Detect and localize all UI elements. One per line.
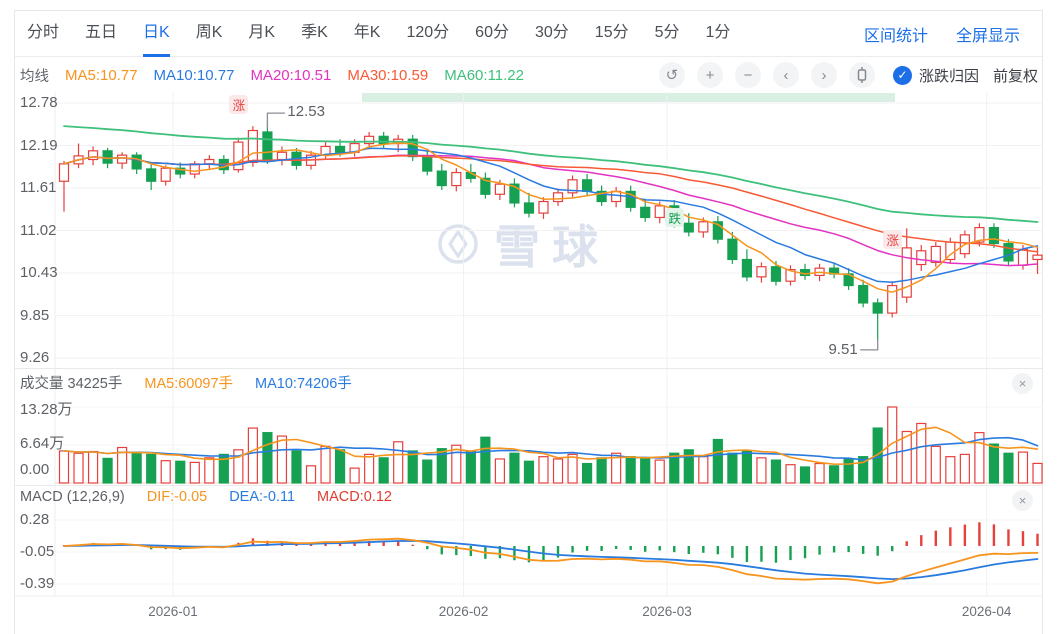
rise-event-badge: 涨 bbox=[883, 230, 903, 250]
low-price-callout: 9.51 bbox=[828, 340, 858, 358]
watermark: 雪球 bbox=[436, 211, 610, 277]
macd-axis-tick: -0.05 bbox=[20, 543, 55, 560]
tab-日K[interactable]: 日K bbox=[143, 11, 170, 57]
ma-value-label: DIF:-0.05 bbox=[146, 489, 208, 505]
ma-values: MA5:10.77 MA10:10.77 MA20:10.51 MA30:10.59 M… bbox=[49, 67, 524, 84]
price-axis-tick: 9.26 bbox=[20, 349, 50, 366]
volume-ma-values: MA5:60097手 MA10:74206手 bbox=[122, 372, 351, 393]
ma-value-label: MACD:0.12 bbox=[317, 489, 392, 505]
price-axis-tick: 12.19 bbox=[20, 136, 58, 154]
attribution-toggle-label: 涨跌归因 bbox=[918, 67, 979, 85]
ma-value-label: MA10:10.77 bbox=[153, 66, 235, 84]
macd-axis-tick: -0.39 bbox=[20, 575, 55, 592]
link-全屏显示[interactable]: 全屏显示 bbox=[955, 27, 1020, 45]
plus-icon[interactable]: + bbox=[696, 62, 723, 88]
volume-pane-header: 成交量 34225手 MA5:60097手 MA10:74206手 bbox=[20, 372, 352, 393]
tabbar-links: 区间统计 全屏显示 bbox=[864, 22, 1042, 46]
chevron-right-icon[interactable]: › bbox=[810, 62, 837, 88]
ma-value-label: MA10:74206手 bbox=[255, 376, 352, 392]
undo-icon[interactable]: ↺ bbox=[658, 62, 685, 88]
ma-legend-bar: 均线 MA5:10.77 MA10:10.77 MA20:10.51 MA30:10.… bbox=[20, 58, 1038, 92]
period-tabs: 分时 五日 日K 周K 月K 季K 年K 120分 60分 30分 15分 5分 1分 bbox=[27, 11, 756, 57]
x-axis-label: 2026-03 bbox=[642, 604, 692, 619]
tab-15分[interactable]: 15分 bbox=[594, 23, 629, 41]
link-区间统计[interactable]: 区间统计 bbox=[863, 27, 928, 45]
x-axis-label: 2026-02 bbox=[438, 604, 489, 619]
ma-value-label: MA20:10.51 bbox=[250, 66, 332, 84]
volume-axis-tick: 13.28万 bbox=[20, 401, 73, 418]
minus-icon[interactable]: − bbox=[734, 62, 761, 88]
ma-value-label: MA60:11.22 bbox=[444, 66, 524, 84]
attribution-band bbox=[362, 93, 896, 102]
chevron-left-icon[interactable]: ‹ bbox=[772, 62, 799, 88]
tab-年K[interactable]: 年K bbox=[353, 23, 381, 41]
price-axis-tick: 10.43 bbox=[20, 264, 58, 281]
price-axis-tick: 9.85 bbox=[20, 306, 50, 324]
macd-values: DIF:-0.05 DEA:-0.11 MACD:0.12 bbox=[125, 489, 392, 505]
check-icon: ✓ bbox=[892, 65, 912, 85]
watermark-text: 雪球 bbox=[494, 221, 610, 273]
tab-120分[interactable]: 120分 bbox=[406, 23, 450, 41]
macd-axis-tick: 0.28 bbox=[20, 511, 50, 528]
kline-icon[interactable] bbox=[848, 62, 875, 88]
fall-event-badge: 跌 bbox=[665, 207, 685, 227]
tab-月K[interactable]: 月K bbox=[248, 23, 276, 41]
tab-分时[interactable]: 分时 bbox=[27, 23, 60, 41]
macd-pane-header: MACD (12,26,9) DIF:-0.05 DEA:-0.11 MACD:0.… bbox=[20, 489, 392, 505]
tab-1分[interactable]: 1分 bbox=[705, 23, 731, 41]
macd-pane-close-button[interactable]: × bbox=[1012, 490, 1033, 511]
macd-title: MACD (12,26,9) bbox=[20, 489, 125, 505]
adjust-mode-label[interactable]: 前复权 bbox=[992, 67, 1038, 85]
price-axis-tick: 11.02 bbox=[20, 221, 57, 239]
period-tabbar: 分时 五日 日K 周K 月K 季K 年K 120分 60分 30分 15分 5分 1分 区间统计 全屏显示 bbox=[15, 11, 1042, 57]
volume-axis-tick: 0.00 bbox=[20, 461, 50, 478]
high-price-callout: 12.53 bbox=[287, 103, 325, 121]
tab-季K[interactable]: 季K bbox=[301, 23, 328, 41]
volume-axis-tick: 6.64万 bbox=[20, 435, 65, 452]
price-axis-tick: 12.78 bbox=[20, 94, 58, 111]
attribution-toggle[interactable]: ✓ 涨跌归因 bbox=[892, 65, 979, 86]
chart-controls: ↺ + − ‹ › bbox=[647, 62, 875, 88]
macd-pane-separator bbox=[14, 485, 1043, 486]
ma-legend-title: 均线 bbox=[20, 68, 49, 85]
ma-value-label: MA5:10.77 bbox=[65, 66, 138, 84]
tab-30分[interactable]: 30分 bbox=[534, 23, 569, 41]
ma-value-label: DEA:-0.11 bbox=[229, 489, 296, 505]
volume-pane-separator bbox=[14, 368, 1043, 369]
volume-pane-close-button[interactable]: × bbox=[1012, 373, 1033, 394]
tab-五日[interactable]: 五日 bbox=[85, 23, 118, 41]
tab-60分[interactable]: 60分 bbox=[475, 23, 509, 41]
ma-value-label: MA5:60097手 bbox=[144, 376, 234, 392]
x-axis-label: 2026-04 bbox=[961, 604, 1012, 619]
price-axis-tick: 11.61 bbox=[20, 179, 57, 196]
rise-event-badge: 涨 bbox=[229, 95, 249, 115]
ma-value-label: MA30:10.59 bbox=[347, 66, 429, 84]
tab-周K[interactable]: 周K bbox=[195, 23, 223, 41]
tab-5分[interactable]: 5分 bbox=[654, 23, 680, 41]
volume-title: 成交量 34225手 bbox=[20, 376, 123, 392]
x-axis-label: 2026-01 bbox=[148, 604, 198, 619]
